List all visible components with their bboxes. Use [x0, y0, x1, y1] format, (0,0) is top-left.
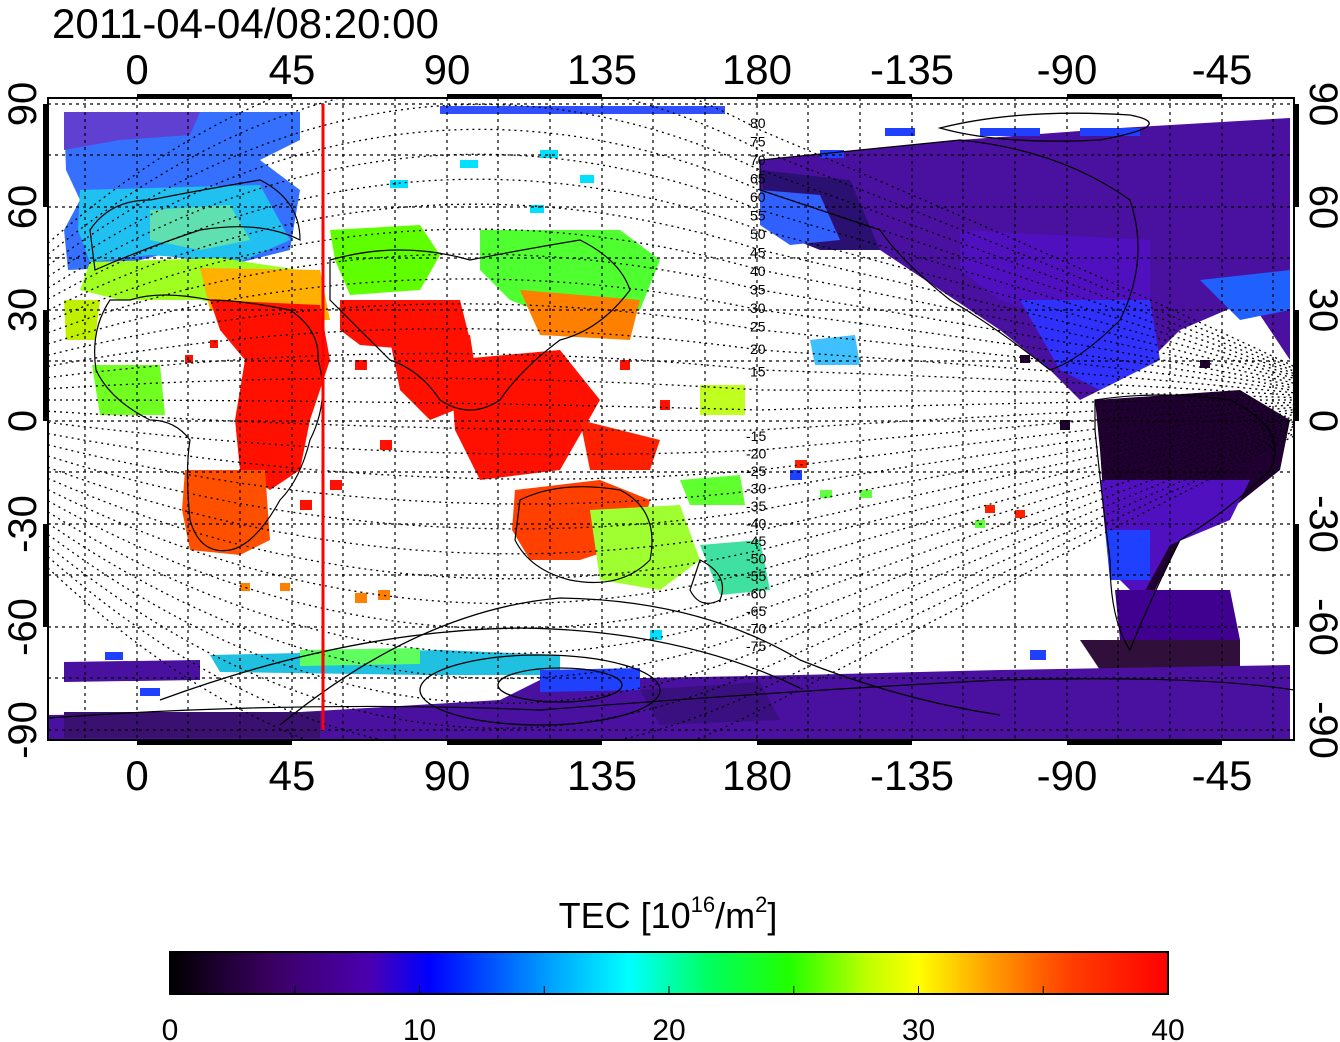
right-lat-label: 0	[1301, 410, 1340, 432]
magnetic-latitude-contours	[48, 98, 1294, 740]
colorbar-tick-label: 10	[403, 1014, 436, 1042]
bottom-lon-label: -135	[870, 752, 954, 799]
bottom-longitude-labels: 0 45 90 135 180 -135 -90 -45	[125, 752, 1252, 799]
left-lat-label: 60	[1, 185, 45, 230]
mag-lat-label: 45	[750, 245, 766, 261]
right-lat-label: 30	[1301, 288, 1340, 333]
mag-contour	[48, 228, 1294, 384]
left-lat-label: 90	[1, 82, 45, 127]
bottom-lon-label: 90	[424, 752, 471, 799]
bottom-lon-label: 180	[722, 752, 792, 799]
mag-lat-label: 25	[750, 319, 766, 335]
mag-contour	[48, 404, 1294, 456]
magnetic-pole-contours	[159, 112, 1150, 726]
colorbar-tick-label: 30	[902, 1014, 935, 1042]
mag-lat-label: 65	[750, 171, 766, 187]
coastlines	[48, 139, 1294, 719]
bottom-lon-label: 0	[125, 752, 148, 799]
mag-lat-label: -25	[746, 463, 766, 479]
mag-lat-label: -45	[746, 533, 766, 549]
mag-lat-label: 40	[750, 263, 766, 279]
bottom-lon-label: 135	[567, 752, 637, 799]
colorbar-minor-ticks	[294, 986, 1044, 994]
bottom-lon-label: -45	[1192, 752, 1253, 799]
mag-lat-label: -55	[746, 568, 766, 584]
mag-lat-label: -65	[746, 603, 766, 619]
top-lon-label: 135	[567, 46, 637, 93]
top-longitude-labels: 0 45 90 135 180 -135 -90 -45	[125, 46, 1252, 93]
mag-contour	[48, 98, 1294, 370]
colorbar-title: TEC [1016/m2]	[559, 892, 778, 936]
left-lat-label: -30	[1, 495, 45, 553]
right-lat-label: 90	[1301, 82, 1340, 127]
mag-lat-label: -75	[746, 638, 766, 654]
top-lon-label: 0	[125, 46, 148, 93]
mag-contour	[48, 411, 1294, 530]
mag-contour	[48, 416, 1294, 580]
colorbar-tick-label: 0	[162, 1014, 179, 1042]
mag-lat-label: -50	[746, 551, 766, 567]
latitude-labels: 90 90 60 60 30 30 0 0 -30 -30 -60 -60 -90 -90	[1, 82, 1340, 759]
mag-lat-label: 50	[750, 226, 766, 242]
mag-lat-label: 30	[750, 300, 766, 316]
mag-contour	[48, 430, 1294, 729]
tec-data-layer	[48, 106, 1290, 740]
mag-lat-label: -20	[746, 446, 766, 462]
left-lat-label: -90	[1, 701, 45, 759]
mag-contour	[48, 98, 1294, 367]
mag-lat-label: -70	[746, 621, 766, 637]
top-lon-label: -45	[1192, 46, 1253, 93]
top-lon-label: 90	[424, 46, 471, 93]
mag-lat-label: -60	[746, 586, 766, 602]
right-lat-label: -30	[1301, 495, 1340, 553]
mag-contour	[48, 352, 1294, 396]
mag-lat-label: 15	[750, 364, 766, 380]
mag-contour	[48, 418, 1294, 605]
mag-lat-label: -40	[746, 516, 766, 532]
bottom-lon-label: 45	[269, 752, 316, 799]
left-lat-label: 30	[1, 288, 45, 333]
mag-lat-label: 70	[750, 152, 766, 168]
mag-lat-label: 20	[750, 341, 766, 357]
mag-lat-label: -15	[746, 428, 766, 444]
mag-contour	[48, 253, 1294, 387]
right-lat-label: -90	[1301, 701, 1340, 759]
top-lon-label: -90	[1037, 46, 1098, 93]
right-lat-label: -60	[1301, 598, 1340, 656]
mag-lat-label: 55	[750, 208, 766, 224]
frame-ticks	[43, 94, 1299, 745]
mag-contour	[48, 413, 1294, 555]
top-lon-label: -135	[870, 46, 954, 93]
mag-lat-label: -35	[746, 498, 766, 514]
mag-lat-label: 60	[750, 189, 766, 205]
left-lat-label: 0	[1, 410, 45, 432]
mag-contour	[48, 428, 1294, 704]
map-area: 80 75 70 65 60 55 50 45 40 35 30 25 20 15 -15 -20-25 -30…	[48, 98, 1294, 740]
mag-contour	[48, 178, 1294, 380]
mag-contour	[48, 408, 1294, 505]
magnetic-latitude-labels: 80 75 70 65 60 55 50 45 40 35 30 25 20 15 -15 -20-25 -30…	[746, 115, 766, 654]
top-lon-label: 180	[722, 46, 792, 93]
right-lat-label: 60	[1301, 185, 1340, 230]
colorbar-tick-label: 40	[1151, 1014, 1184, 1042]
top-lon-label: 45	[269, 46, 316, 93]
left-lat-label: -60	[1, 598, 45, 656]
colorbar-tick-label: 20	[652, 1014, 685, 1042]
mag-lat-label: -30	[746, 481, 766, 497]
mag-contour	[48, 425, 1294, 680]
mag-lat-label: 35	[750, 282, 766, 298]
colorbar-tick-labels: 0 10 20 30 40	[162, 1014, 1185, 1042]
mag-lat-label: 75	[750, 134, 766, 150]
bottom-lon-label: -90	[1037, 752, 1098, 799]
timestamp-title: 2011-04-04/08:20:00	[52, 0, 439, 47]
mag-contour	[48, 303, 1294, 392]
mag-lat-label: 80	[750, 115, 766, 131]
mag-contour	[48, 420, 1294, 630]
